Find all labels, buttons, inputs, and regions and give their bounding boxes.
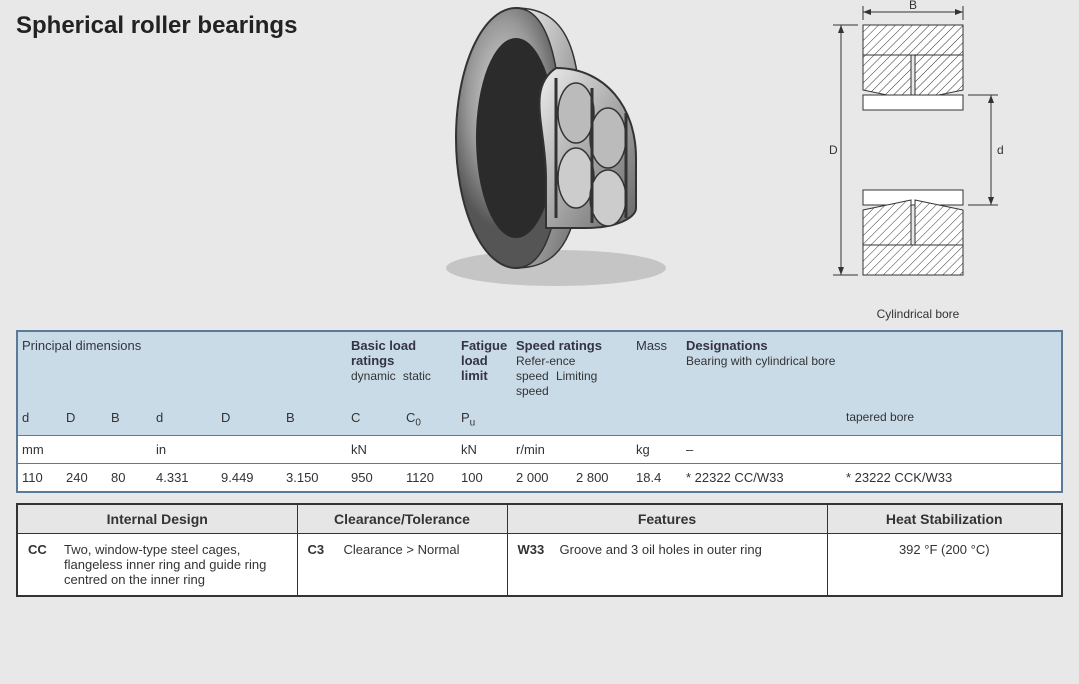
val-Pu: 100 xyxy=(457,463,512,492)
val-C: 950 xyxy=(347,463,402,492)
unit-kg: kg xyxy=(632,435,682,463)
cell-features: W33 Groove and 3 oil holes in outer ring xyxy=(507,533,827,596)
val-lim-speed: 2 800 xyxy=(572,463,632,492)
code-W33: W33 xyxy=(518,542,560,557)
sym-B: B xyxy=(107,404,152,435)
dim-d-label: d xyxy=(997,143,1004,157)
val-B-mm: 80 xyxy=(107,463,152,492)
unit-dash: – xyxy=(682,435,1062,463)
sym-d: d xyxy=(17,404,62,435)
sym-D: D xyxy=(62,404,107,435)
unit-mm: mm xyxy=(17,435,152,463)
sym-C0: C0 xyxy=(402,404,457,435)
spec-table: Principal dimensions Basic load ratingsd… xyxy=(16,330,1063,493)
val-ref-speed: 2 000 xyxy=(512,463,572,492)
text-clearance: Clearance > Normal xyxy=(344,542,497,557)
hdr-basic-load: Basic load ratingsdynamic static xyxy=(347,331,457,404)
val-mass: 18.4 xyxy=(632,463,682,492)
val-D-in: 9.449 xyxy=(217,463,282,492)
unit-kN: kN xyxy=(347,435,457,463)
bearing-3d-illustration xyxy=(396,0,696,298)
hdr-designations: DesignationsBearing with cylindrical bor… xyxy=(682,331,1062,404)
hdr-fatigue: Fatigue load limit xyxy=(457,331,512,404)
val-cyl-desig: * 22322 CC/W33 xyxy=(682,463,842,492)
sym-C: C xyxy=(347,404,402,435)
unit-rmin: r/min xyxy=(512,435,632,463)
code-C3: C3 xyxy=(308,542,344,557)
cell-internal-design: CC Two, window-type steel cages, flangel… xyxy=(17,533,297,596)
hdr-heat: Heat Stabilization xyxy=(827,504,1062,534)
hdr-features: Features xyxy=(507,504,827,534)
sym-D-in: D xyxy=(217,404,282,435)
val-tap-desig: * 23222 CCK/W33 xyxy=(842,463,1062,492)
sym-B-in: B xyxy=(282,404,347,435)
val-d-in: 4.331 xyxy=(152,463,217,492)
hdr-tapered: tapered bore xyxy=(842,404,1062,435)
unit-in: in xyxy=(152,435,347,463)
text-features: Groove and 3 oil holes in outer ring xyxy=(560,542,817,557)
bearing-schematic: B D xyxy=(793,0,1043,321)
val-d-mm: 110 xyxy=(17,463,62,492)
detail-table: Internal Design Clearance/Tolerance Feat… xyxy=(16,503,1063,597)
hdr-internal-design: Internal Design xyxy=(17,504,297,534)
dim-B-label: B xyxy=(909,0,917,12)
val-B-in: 3.150 xyxy=(282,463,347,492)
val-D-mm: 240 xyxy=(62,463,107,492)
hdr-clearance: Clearance/Tolerance xyxy=(297,504,507,534)
hdr-speed: Speed ratingsRefer-ence speed Limiting s… xyxy=(512,331,632,404)
sym-Pu: Pu xyxy=(457,404,512,435)
unit-kN2: kN xyxy=(457,435,512,463)
cell-clearance: C3 Clearance > Normal xyxy=(297,533,507,596)
cell-heat: 392 °F (200 °C) xyxy=(827,533,1062,596)
val-C0: 1120 xyxy=(402,463,457,492)
schematic-caption: Cylindrical bore xyxy=(793,307,1043,321)
sym-d-in: d xyxy=(152,404,217,435)
hdr-mass: Mass xyxy=(632,331,682,404)
hdr-principal: Principal dimensions xyxy=(17,331,347,404)
dim-D-label: D xyxy=(829,143,838,157)
text-internal: Two, window-type steel cages, flangeless… xyxy=(64,542,287,587)
code-CC: CC xyxy=(28,542,64,587)
